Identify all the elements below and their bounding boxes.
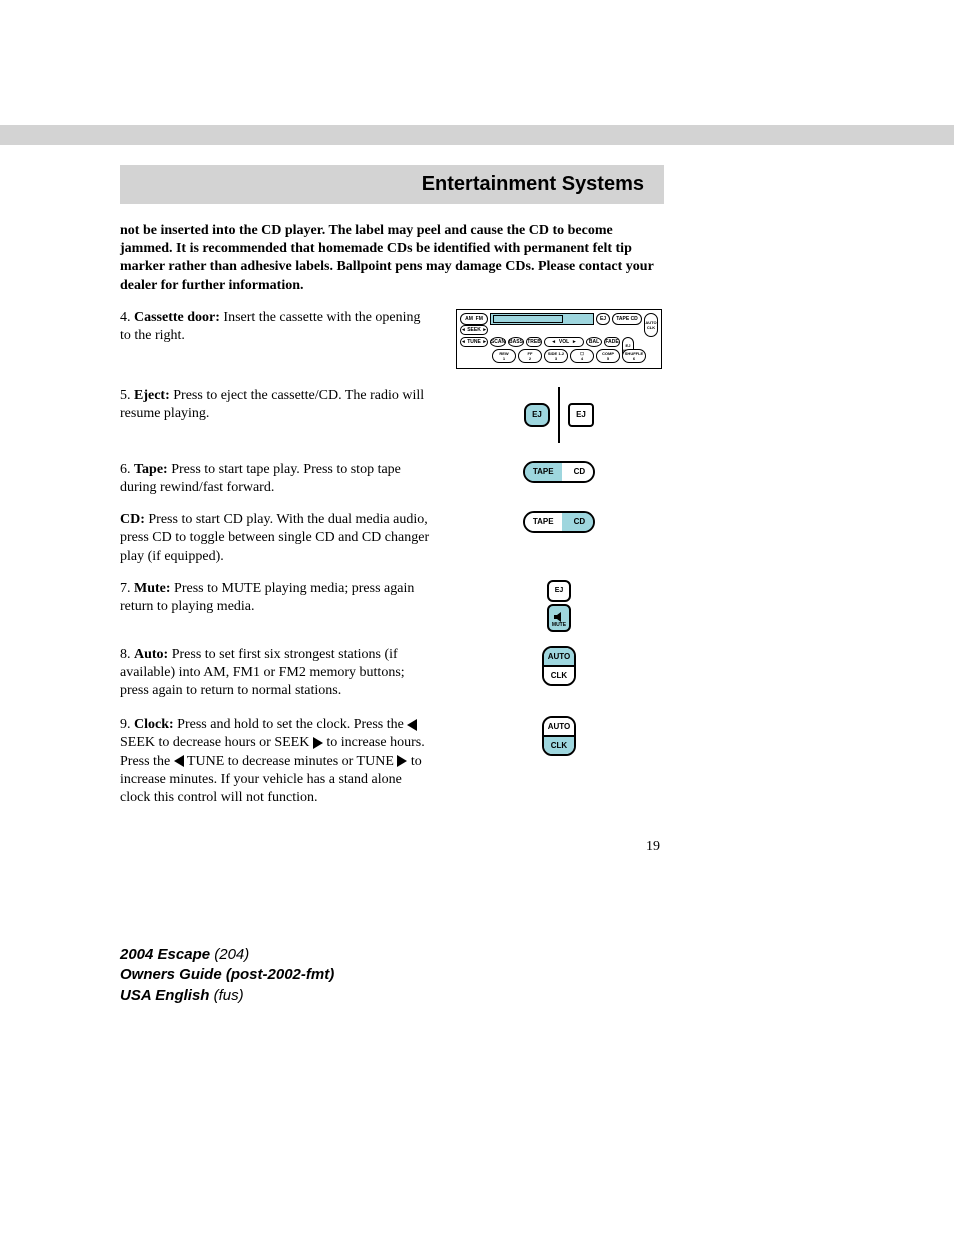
- radio-vol: ◄ VOL ►: [544, 337, 584, 347]
- item-9-t1: Press and hold to set the clock. Press t…: [174, 717, 408, 732]
- triangle-left-icon-2: [174, 755, 184, 767]
- triangle-right-icon: [313, 737, 323, 749]
- radio-seek: ◄ SEEK ►: [460, 325, 488, 335]
- radio-ej: EJ: [596, 313, 610, 325]
- item-5-row: 5. Eject: Press to eject the cassette/CD…: [120, 387, 664, 443]
- item-8-label: Auto:: [134, 647, 168, 662]
- footer: 2004 Escape (204) Owners Guide (post-200…: [120, 945, 954, 1006]
- eject-button-left: EJ: [524, 403, 550, 427]
- radio-fade: FADE: [604, 337, 620, 347]
- top-gray-band: [0, 125, 954, 145]
- page: Entertainment Systems not be inserted in…: [0, 125, 954, 1006]
- item-5-figure: EJ EJ: [454, 387, 664, 443]
- ej-small: EJ: [547, 580, 571, 602]
- item-6-figure: TAPE CD: [454, 461, 664, 483]
- footer-model: 2004 Escape: [120, 946, 210, 963]
- tape-cd-button-tape: TAPE CD: [523, 461, 595, 483]
- radio-display-inner: [493, 315, 563, 323]
- footer-line-1: 2004 Escape (204): [120, 945, 954, 965]
- item-4-num: 4.: [120, 310, 131, 325]
- auto-cell: AUTO: [544, 648, 574, 667]
- eject-buttons: EJ EJ: [524, 387, 594, 443]
- cd-half: CD: [562, 463, 594, 481]
- item-4-figure: AM FM EJ TAPE CD AUTOCLK ◄ SEEK ►: [454, 309, 664, 369]
- auto-clk-button-auto: AUTO CLK: [542, 646, 576, 686]
- auto-clk-button-clk: AUTO CLK: [542, 716, 576, 756]
- radio-preset-5: COMP5: [596, 349, 620, 363]
- eject-button-right: EJ: [568, 403, 594, 427]
- radio-head-diagram: AM FM EJ TAPE CD AUTOCLK ◄ SEEK ►: [456, 309, 662, 369]
- radio-treb: TREB: [526, 337, 542, 347]
- item-9-t2: SEEK to decrease hours or SEEK: [120, 735, 313, 750]
- item-cd-label: CD:: [120, 512, 145, 527]
- item-5-text: 5. Eject: Press to eject the cassette/CD…: [120, 387, 434, 425]
- cd-half-2: CD: [562, 513, 594, 531]
- item-6-row: 6. Tape: Press to start tape play. Press…: [120, 461, 664, 499]
- auto-cell-2: AUTO: [544, 718, 574, 737]
- content-area: not be inserted into the CD player. The …: [120, 204, 664, 855]
- radio-preset-4: ☐4: [570, 349, 594, 363]
- item-5-num: 5.: [120, 388, 131, 403]
- radio-tune: ◄ TUNE ►: [460, 337, 488, 347]
- radio-am-fm: AM FM: [460, 313, 488, 325]
- item-4-text: 4. Cassette door: Insert the cassette wi…: [120, 309, 434, 347]
- item-7-figure: EJ MUTE: [454, 580, 664, 632]
- item-8-figure: AUTO CLK: [454, 646, 664, 686]
- item-cd-desc: Press to start CD play. With the dual me…: [120, 512, 429, 563]
- tape-half: TAPE: [525, 463, 562, 481]
- item-8-text: 8. Auto: Press to set first six stronges…: [120, 646, 434, 703]
- section-header: Entertainment Systems: [120, 165, 664, 204]
- radio-preset-2: FF2: [518, 349, 542, 363]
- footer-line-3: USA English (fus): [120, 986, 954, 1006]
- radio-tape-cd: TAPE CD: [612, 313, 642, 325]
- radio-bass: BASS: [508, 337, 524, 347]
- speaker-icon: [553, 612, 565, 622]
- item-9-num: 9.: [120, 717, 131, 732]
- section-title: Entertainment Systems: [422, 173, 644, 195]
- item-4-row: 4. Cassette door: Insert the cassette wi…: [120, 309, 664, 369]
- item-cd-row: CD: Press to start CD play. With the dua…: [120, 511, 664, 568]
- divider-line: [558, 387, 560, 443]
- tape-half-2: TAPE: [525, 513, 562, 531]
- item-6-text: 6. Tape: Press to start tape play. Press…: [120, 461, 434, 499]
- item-8-num: 8.: [120, 647, 131, 662]
- item-9-figure: AUTO CLK: [454, 716, 664, 756]
- triangle-right-icon-2: [397, 755, 407, 767]
- item-9-text: 9. Clock: Press and hold to set the cloc…: [120, 716, 434, 809]
- tape-cd-button-cd: TAPE CD: [523, 511, 595, 533]
- item-7-num: 7.: [120, 581, 131, 596]
- item-4-label: Cassette door:: [134, 310, 220, 325]
- item-7-row: 7. Mute: Press to MUTE playing media; pr…: [120, 580, 664, 632]
- clk-cell: CLK: [544, 667, 574, 684]
- item-6-label: Tape:: [134, 462, 168, 477]
- radio-display: [490, 313, 594, 325]
- item-7-label: Mute:: [134, 581, 171, 596]
- item-cd-figure: TAPE CD: [454, 511, 664, 533]
- radio-preset-6: SHUFFLE6: [622, 349, 646, 363]
- item-cd-text: CD: Press to start CD play. With the dua…: [120, 511, 434, 568]
- item-7-text: 7. Mute: Press to MUTE playing media; pr…: [120, 580, 434, 618]
- mute-label: MUTE: [552, 622, 566, 628]
- footer-lang-code: (fus): [214, 987, 244, 1004]
- page-number: 19: [120, 839, 660, 855]
- item-5-label: Eject:: [134, 388, 170, 403]
- warning-text: not be inserted into the CD player. The …: [120, 222, 664, 295]
- radio-scan: SCAN: [490, 337, 506, 347]
- radio-bal: BAL: [586, 337, 602, 347]
- mute-stack: EJ MUTE: [547, 580, 571, 632]
- item-9-t4: TUNE to decrease minutes or TUNE: [184, 754, 398, 769]
- mute-button: MUTE: [547, 604, 571, 632]
- footer-code: (204): [214, 946, 249, 963]
- clk-cell-2: CLK: [544, 737, 574, 754]
- item-8-row: 8. Auto: Press to set first six stronges…: [120, 646, 664, 703]
- radio-preset-3: SIDE 1-23: [544, 349, 568, 363]
- item-9-label: Clock:: [134, 717, 174, 732]
- item-6-num: 6.: [120, 462, 131, 477]
- footer-line-2: Owners Guide (post-2002-fmt): [120, 965, 954, 985]
- item-9-row: 9. Clock: Press and hold to set the cloc…: [120, 716, 664, 809]
- triangle-left-icon: [407, 719, 417, 731]
- footer-lang: USA English: [120, 987, 209, 1004]
- radio-preset-1: REW1: [492, 349, 516, 363]
